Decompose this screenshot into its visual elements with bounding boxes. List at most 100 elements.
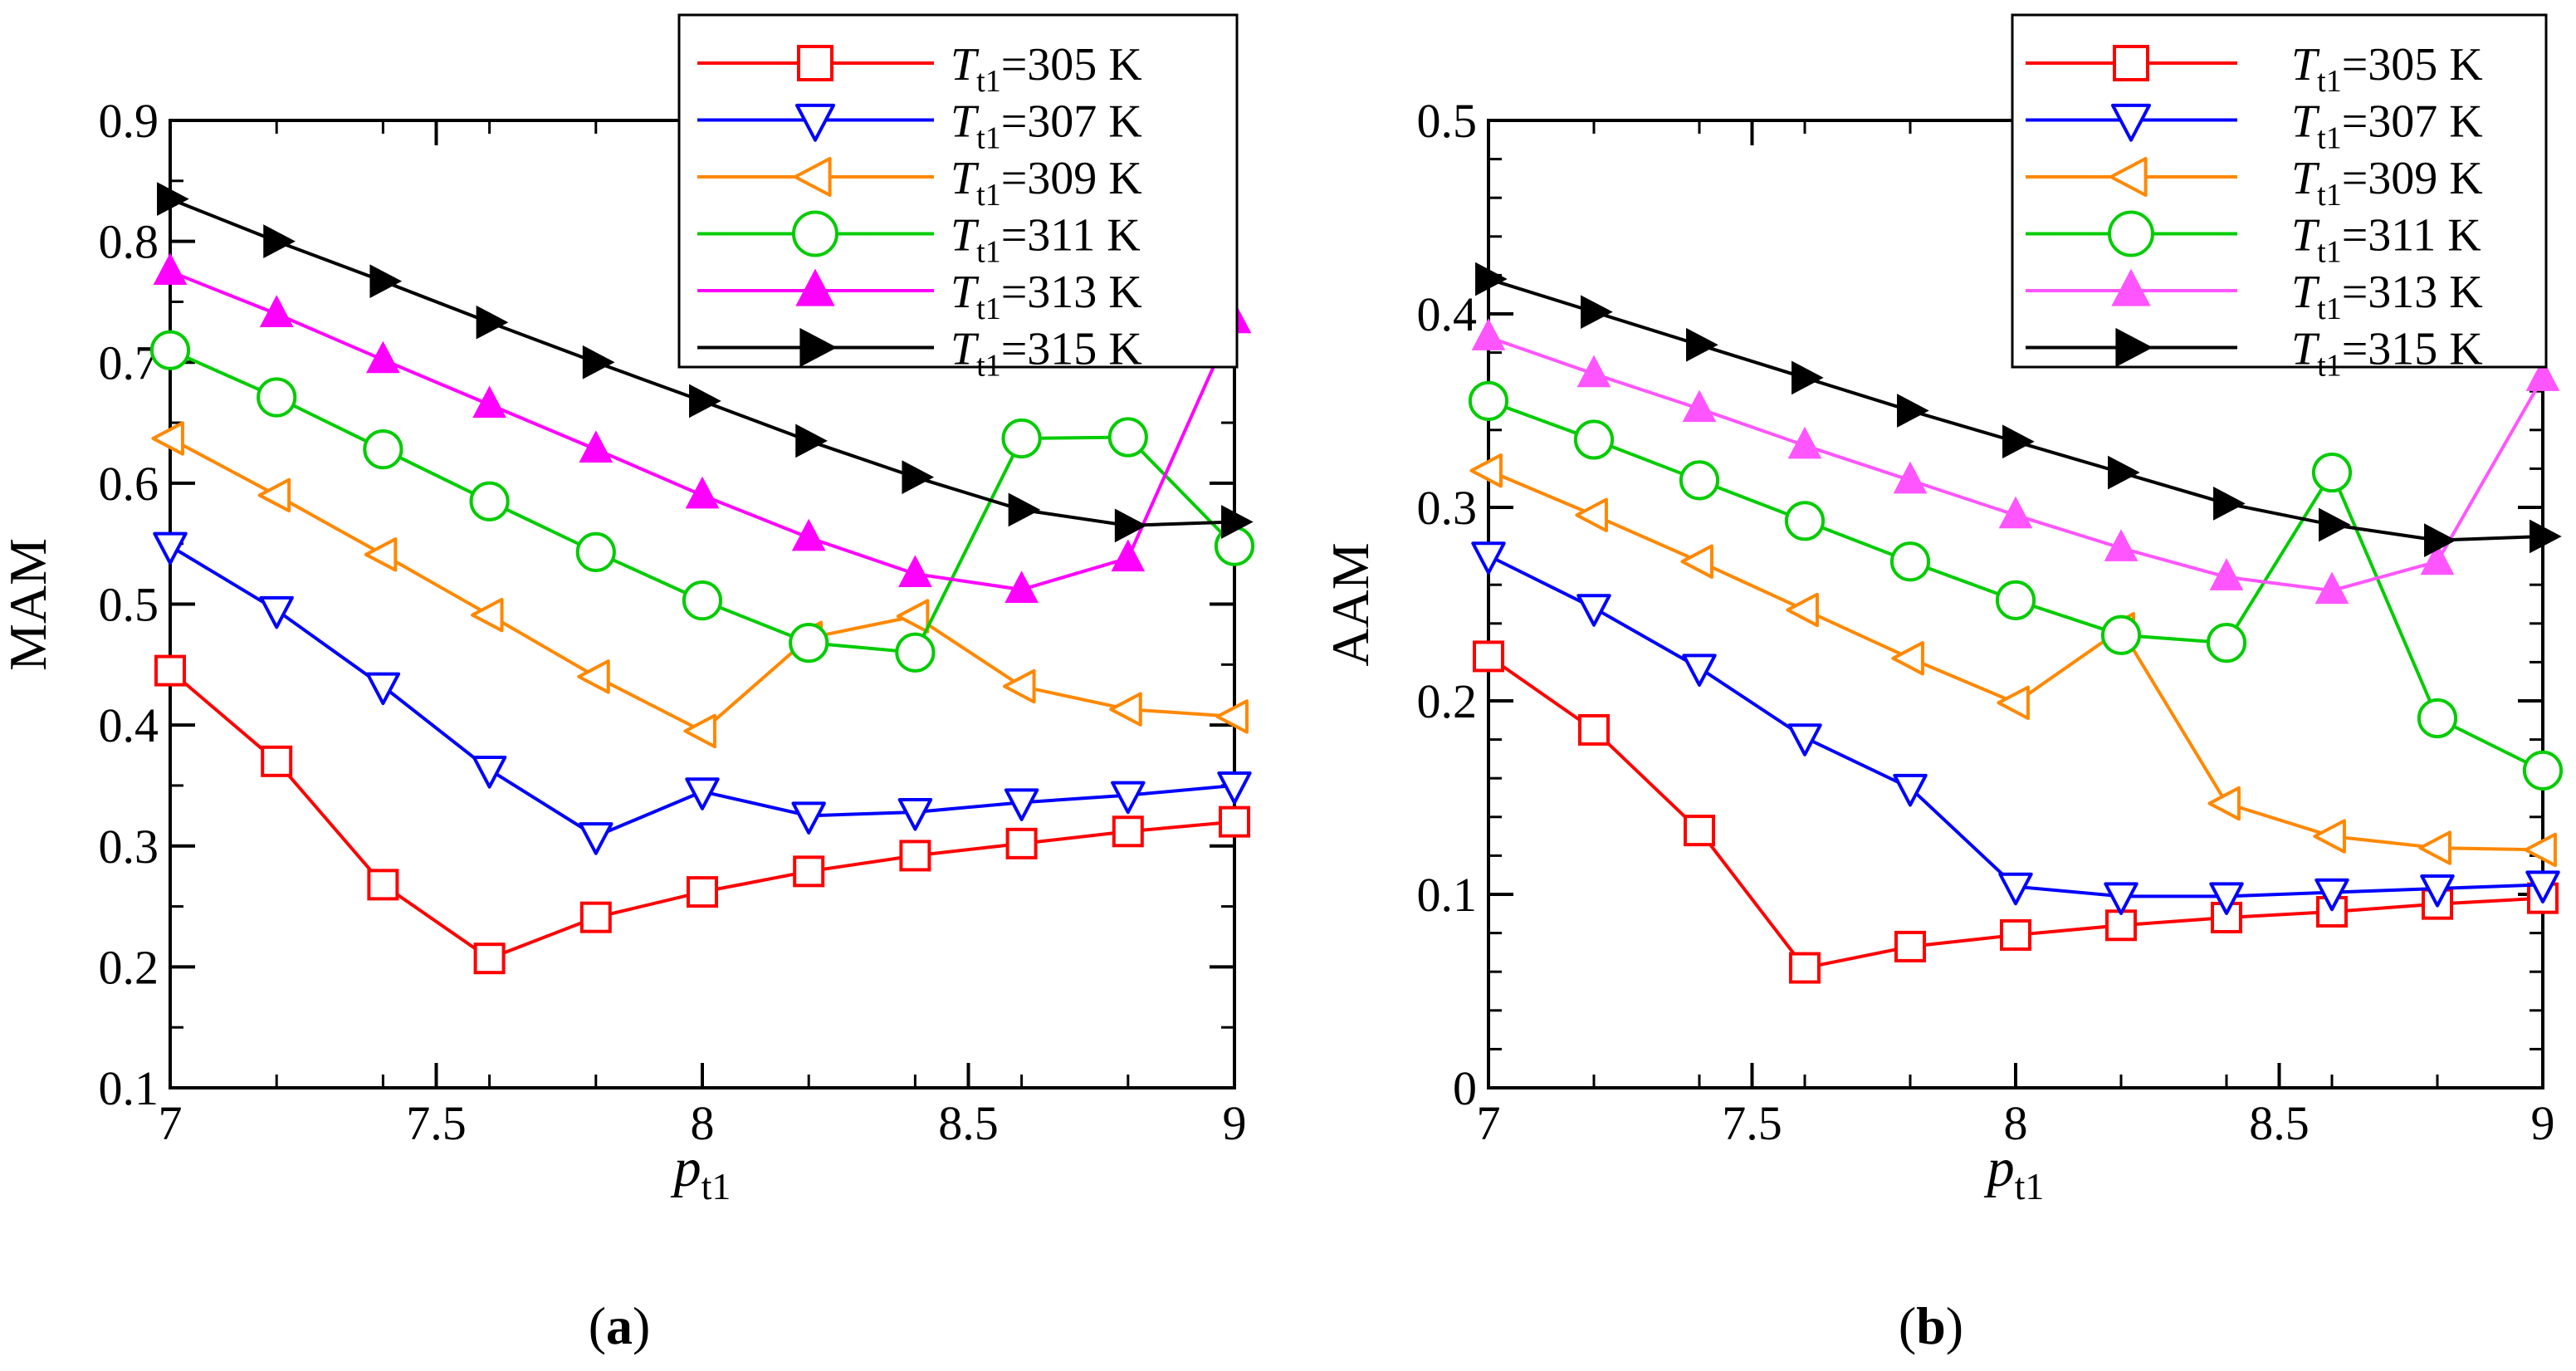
y-tick-label: 0.3: [1417, 481, 1478, 535]
data-point: [899, 840, 931, 872]
legend-label: Tt1=315 K: [951, 324, 1142, 384]
data-point: [2100, 615, 2142, 655]
data-point: [153, 252, 188, 285]
data-point: [685, 777, 720, 810]
x-tick-label: 7: [1477, 1096, 1501, 1150]
panel-a-chart: 7 7.5 8 8.5 9 0.1 0.2 0.3 0.4 0.5 0.6 0.7 0.8 0.9 MAM…: [0, 13, 1255, 1355]
data-point: [1997, 685, 2030, 721]
data-point: [1469, 453, 1503, 488]
series-307K: [1471, 541, 2560, 915]
legend-item: Tt1=311 K: [2026, 210, 2481, 270]
legend-label-tail: =307 K: [2342, 96, 2483, 148]
data-point: [154, 654, 186, 687]
legend-label-main: T: [951, 39, 980, 91]
data-point: [789, 623, 829, 663]
data-point: [793, 855, 825, 888]
legend-item: Tt1=309 K: [2026, 153, 2483, 213]
data-point: [149, 330, 191, 370]
data-point: [579, 822, 613, 855]
legend-label-main: T: [951, 96, 980, 148]
legend-marker: [797, 45, 833, 81]
legend-marker: [2108, 210, 2154, 257]
data-point: [1005, 827, 1038, 859]
data-point: [1003, 668, 1036, 704]
data-point: [2314, 571, 2349, 605]
x-tick-label: 8: [691, 1096, 715, 1150]
data-point: [1111, 539, 1146, 572]
legend-item: Tt1=315 K: [697, 324, 1142, 384]
data-point: [1684, 815, 1715, 847]
data-point: [1004, 570, 1039, 603]
data-point: [1111, 781, 1146, 815]
x-tick-label: 8.5: [938, 1096, 999, 1150]
legend-label-tail: =309 K: [2342, 153, 2483, 204]
data-point: [1894, 930, 1926, 962]
data-point: [2314, 878, 2349, 912]
legend-item: Tt1=315 K: [2026, 324, 2483, 384]
legend-label-tail: =307 K: [1001, 96, 1142, 148]
legend-label-main: T: [951, 210, 980, 262]
series-307K: [153, 531, 1252, 855]
data-point: [1998, 872, 2033, 906]
y-tick-label: 0.3: [99, 820, 159, 874]
legend-label: Tt1=307 K: [2291, 96, 2483, 156]
legend-label-tail: =311 K: [1001, 210, 1141, 262]
panel-a-x-axis-label-sub: t1: [701, 1165, 731, 1207]
legend-label-main: T: [2291, 96, 2320, 148]
y-tick-label: 0.7: [99, 335, 159, 389]
data-point: [469, 481, 510, 521]
legend-label-main: T: [2291, 210, 2320, 262]
legend-label-main: T: [2291, 267, 2320, 318]
data-point: [261, 745, 293, 777]
data-point: [2417, 698, 2458, 739]
data-point: [2319, 507, 2351, 542]
data-point: [1217, 771, 1252, 805]
series-315K: [1475, 262, 2562, 557]
legend-label-sub: t1: [2317, 349, 2342, 384]
series-315K: [157, 182, 1254, 543]
data-point: [1475, 262, 1508, 296]
legend-label-tail: =313 K: [2342, 267, 2483, 318]
x-tick-label: 7.5: [1722, 1096, 1782, 1150]
data-point: [369, 264, 403, 299]
data-point: [1008, 492, 1041, 527]
y-tick-label: 0.9: [99, 94, 159, 148]
legend-marker: [795, 268, 835, 306]
data-point: [263, 224, 296, 258]
data-point: [687, 876, 718, 908]
y-tick-label: 0.4: [99, 698, 159, 752]
x-tick-label: 7: [159, 1096, 183, 1150]
panel-a-x-axis-label: pt1: [671, 1138, 731, 1207]
data-point: [2522, 750, 2564, 791]
y-tick-label: 0.6: [99, 457, 159, 511]
data-point: [2108, 455, 2140, 490]
legend-label-sub: t1: [976, 178, 1001, 213]
data-point: [1786, 592, 1819, 628]
data-point: [1889, 541, 1931, 582]
data-point: [2311, 452, 2353, 493]
data-point: [1787, 723, 1822, 756]
data-point: [1215, 699, 1249, 734]
legend-item: Tt1=311 K: [697, 210, 1141, 270]
legend-label-sub: t1: [2317, 64, 2342, 99]
data-point: [1784, 501, 1826, 541]
y-tick-label: 0.8: [99, 215, 159, 269]
data-point: [1791, 360, 1824, 395]
legend-item: Tt1=307 K: [2026, 96, 2483, 156]
data-point: [898, 555, 932, 588]
panel-a-legend-box: [677, 13, 1239, 369]
data-point: [795, 424, 828, 458]
data-point: [2104, 882, 2139, 915]
data-point: [153, 531, 188, 566]
data-point: [1575, 497, 1608, 533]
data-point: [1789, 952, 1821, 984]
data-point: [1576, 594, 1611, 627]
panel-b-x-axis-label: pt1: [1984, 1138, 2045, 1207]
data-point: [151, 421, 184, 456]
data-point: [902, 460, 935, 494]
data-point: [1787, 426, 1822, 459]
y-tick-label: 0.1: [1417, 868, 1478, 922]
x-tick-label: 9: [1223, 1096, 1247, 1150]
legend-label: Tt1=313 K: [2291, 267, 2483, 326]
data-point: [575, 531, 616, 572]
